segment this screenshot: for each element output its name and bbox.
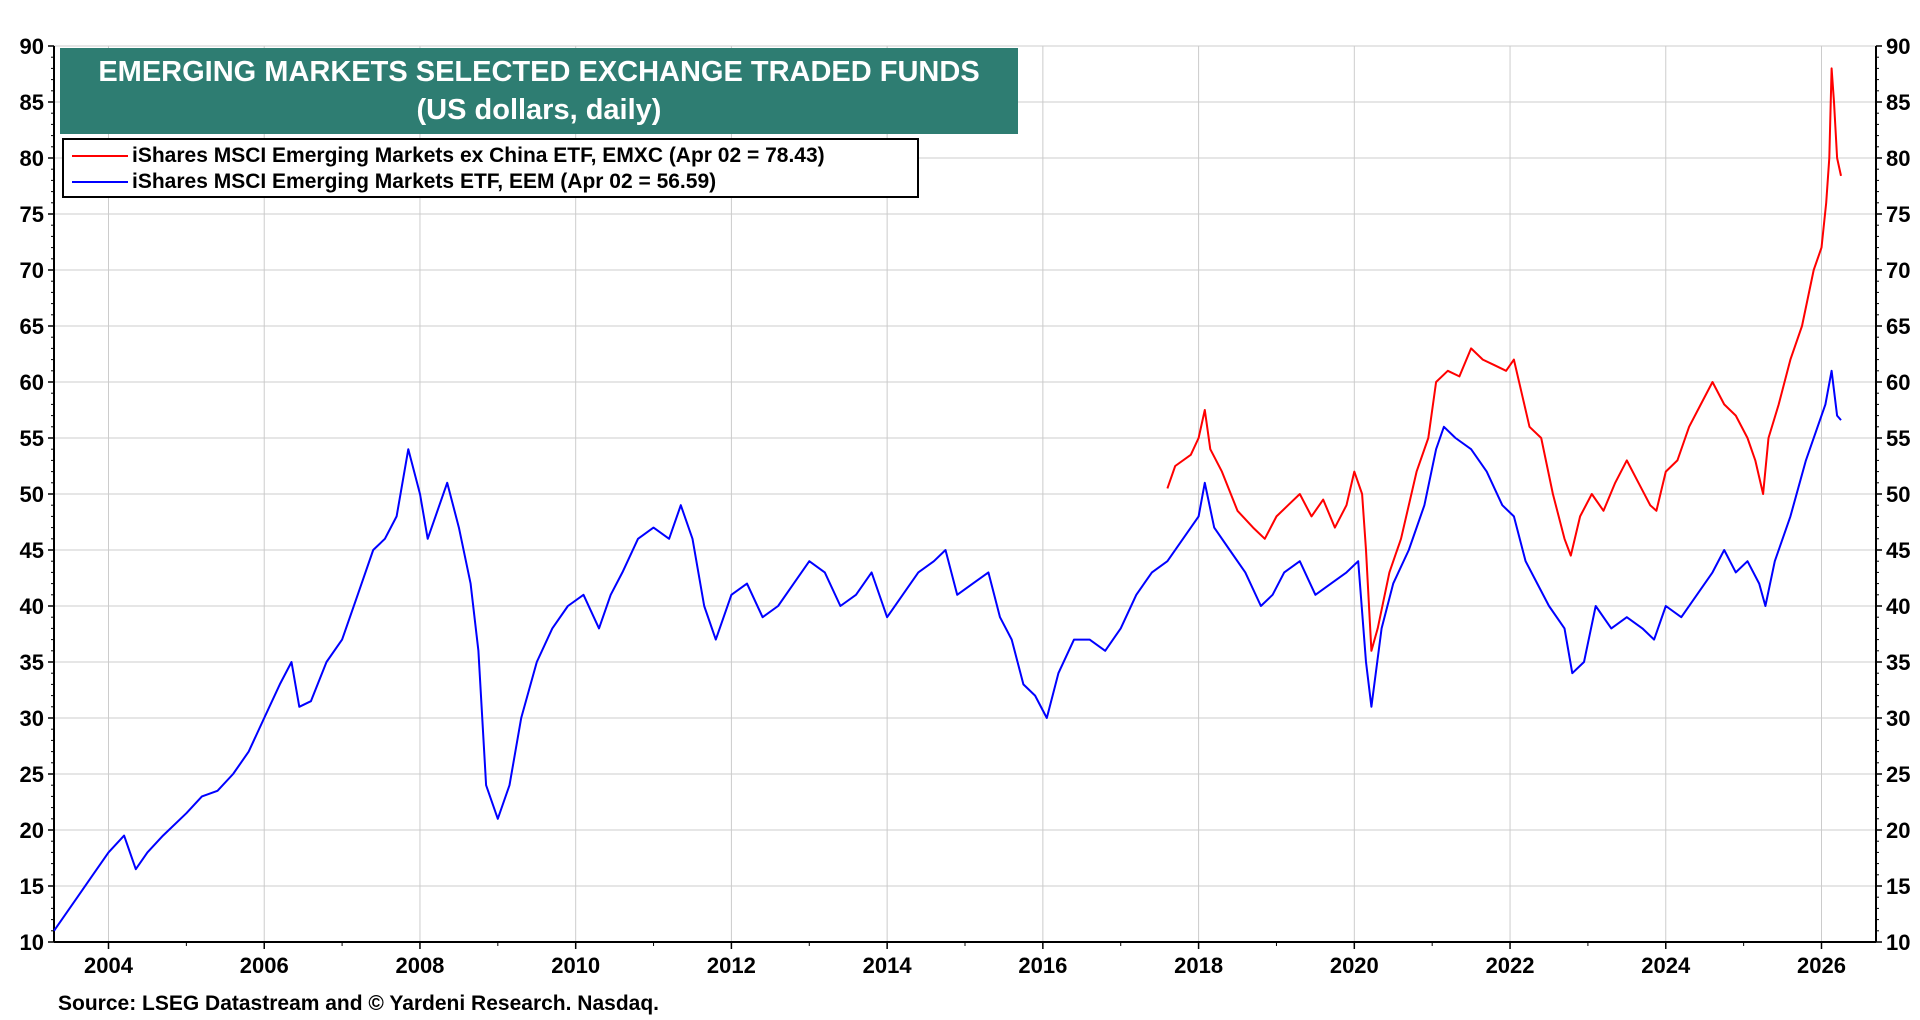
legend-entry-emxc: iShares MSCI Emerging Markets ex China E… [72, 143, 825, 169]
chart-title-box: EMERGING MARKETS SELECTED EXCHANGE TRADE… [60, 48, 1018, 134]
y-tick-label-right: 20 [1886, 818, 1910, 843]
y-tick-label-right: 90 [1886, 34, 1910, 59]
chart-title: EMERGING MARKETS SELECTED EXCHANGE TRADE… [98, 56, 980, 88]
x-tick-label: 2016 [1018, 953, 1067, 978]
series-line-emxc [1166, 67, 1842, 652]
chart-subtitle: (US dollars, daily) [416, 94, 662, 126]
y-tick-label-left: 10 [20, 930, 44, 955]
y-tick-label-right: 35 [1886, 650, 1910, 675]
y-tick-label-right: 30 [1886, 706, 1910, 731]
y-tick-label-left: 45 [20, 538, 44, 563]
y-tick-label-left: 85 [20, 90, 44, 115]
y-tick-label-left: 70 [20, 258, 44, 283]
y-tick-label-left: 50 [20, 482, 44, 507]
legend-label-eem: iShares MSCI Emerging Markets ETF, EEM (… [132, 170, 717, 193]
y-tick-label-left: 55 [20, 426, 44, 451]
legend-label-emxc: iShares MSCI Emerging Markets ex China E… [132, 144, 825, 167]
y-tick-label-left: 30 [20, 706, 44, 731]
y-tick-label-right: 40 [1886, 594, 1910, 619]
legend: iShares MSCI Emerging Markets ex China E… [62, 138, 919, 198]
x-tick-label: 2018 [1174, 953, 1223, 978]
y-tick-label-right: 85 [1886, 90, 1910, 115]
y-tick-label-left: 65 [20, 314, 44, 339]
x-tick-label: 2026 [1797, 953, 1846, 978]
source-note: Source: LSEG Datastream and © Yardeni Re… [58, 992, 659, 1015]
y-tick-label-right: 75 [1886, 202, 1910, 227]
x-tick-label: 2004 [84, 953, 134, 978]
x-tick-label: 2010 [551, 953, 600, 978]
y-tick-label-left: 60 [20, 370, 44, 395]
y-tick-label-right: 25 [1886, 762, 1910, 787]
gridlines [54, 45, 1876, 942]
y-tick-label-right: 80 [1886, 146, 1910, 171]
x-tick-label: 2022 [1486, 953, 1535, 978]
y-tick-label-left: 20 [20, 818, 44, 843]
x-tick-label: 2020 [1330, 953, 1379, 978]
y-tick-label-left: 15 [20, 874, 44, 899]
y-tick-label-right: 45 [1886, 538, 1910, 563]
x-tick-label: 2008 [395, 953, 444, 978]
legend-swatch-emxc [72, 155, 128, 157]
y-tick-label-right: 55 [1886, 426, 1910, 451]
x-tick-label: 2012 [707, 953, 756, 978]
y-tick-label-right: 60 [1886, 370, 1910, 395]
series-line-eem [53, 369, 1842, 932]
y-tick-label-left: 75 [20, 202, 44, 227]
x-tick-label: 2014 [863, 953, 913, 978]
y-tick-label-left: 35 [20, 650, 44, 675]
y-tick-label-right: 10 [1886, 930, 1910, 955]
y-tick-label-right: 70 [1886, 258, 1910, 283]
y-tick-label-left: 25 [20, 762, 44, 787]
x-tick-label: 2024 [1641, 953, 1691, 978]
legend-swatch-eem [72, 181, 128, 183]
y-tick-label-right: 50 [1886, 482, 1910, 507]
y-tick-label-left: 40 [20, 594, 44, 619]
y-tick-label-left: 90 [20, 34, 44, 59]
y-tick-label-right: 15 [1886, 874, 1910, 899]
x-tick-label: 2006 [240, 953, 289, 978]
legend-entry-eem: iShares MSCI Emerging Markets ETF, EEM (… [72, 169, 716, 195]
series-lines [53, 67, 1842, 932]
y-tick-label-left: 80 [20, 146, 44, 171]
y-tick-label-right: 65 [1886, 314, 1910, 339]
